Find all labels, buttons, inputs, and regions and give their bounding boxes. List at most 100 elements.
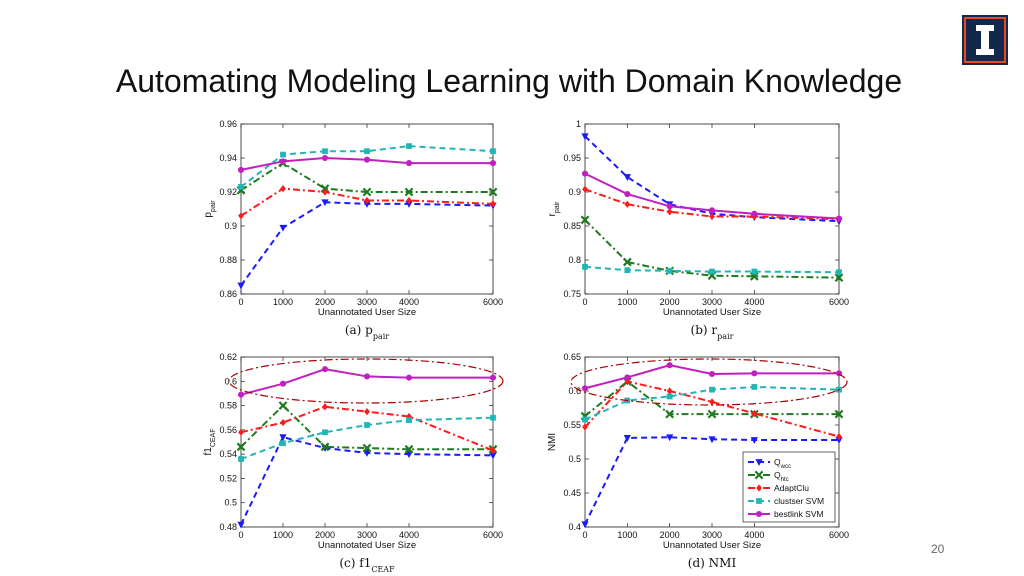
y-tick-label: 0.4 — [568, 522, 581, 532]
y-tick-label: 0.54 — [219, 449, 237, 459]
data-point-Q_wcc — [489, 452, 497, 460]
data-point-clustser_SVM — [836, 269, 842, 276]
y-tick-label: 0.85 — [563, 221, 581, 231]
data-point-AdaptClu — [364, 408, 370, 416]
data-point-Q_htc — [404, 187, 414, 197]
data-point-clustser_SVM — [364, 148, 370, 155]
x-tick-label: 1000 — [617, 297, 637, 307]
data-point-AdaptClu — [709, 212, 715, 221]
legend-label-clustser_SVM: clustser SVM — [774, 496, 824, 506]
x-tick-label: 3000 — [702, 297, 722, 307]
x-tick-label: 2000 — [315, 297, 335, 307]
y-axis-label: rpair — [547, 201, 561, 217]
x-tick-label: 4000 — [744, 297, 764, 307]
data-point-bestlink_SVM — [321, 154, 329, 162]
series-line-Q_htc — [584, 380, 839, 417]
series-line-bestlink_SVM — [240, 156, 493, 171]
x-tick-label: 0 — [582, 530, 587, 540]
x-tick-label: 2000 — [660, 297, 680, 307]
data-point-bestlink_SVM — [624, 190, 631, 198]
series-line-Q_htc — [584, 219, 840, 279]
data-point-AdaptClu — [709, 398, 715, 406]
y-tick-label: 0.9 — [224, 221, 237, 231]
university-logo — [962, 15, 1008, 65]
data-point-bestlink_SVM — [751, 210, 758, 217]
x-tick-label: 4000 — [399, 297, 419, 307]
y-tick-label: 0.88 — [219, 255, 237, 265]
x-tick-label: 0 — [582, 297, 587, 307]
legend-label-AdaptClu: AdaptClu — [774, 483, 809, 493]
data-point-bestlink_SVM — [751, 370, 758, 377]
x-tick-label: 6000 — [483, 530, 503, 540]
y-axis-label: NMI — [547, 433, 558, 451]
data-point-clustser_SVM — [406, 143, 412, 149]
data-point-Q_wcc — [279, 434, 287, 442]
data-point-Q_wcc — [623, 174, 631, 181]
y-tick-label: 0.58 — [219, 401, 237, 411]
data-point-bestlink_SVM — [279, 380, 287, 387]
data-point-clustser_SVM — [280, 151, 286, 158]
series-line-AdaptClu — [240, 405, 494, 452]
data-point-bestlink_SVM — [363, 373, 371, 380]
x-tick-label: 4000 — [744, 530, 764, 540]
data-point-clustser_SVM — [709, 268, 715, 275]
data-point-AdaptClu — [582, 423, 588, 431]
data-point-Q_htc — [622, 257, 632, 267]
y-tick-label: 0.5 — [568, 454, 581, 464]
legend-marker-clustser_SVM — [756, 498, 762, 504]
highlight-ellipse — [228, 358, 504, 404]
data-point-bestlink_SVM — [708, 370, 716, 378]
data-point-Q_htc — [665, 409, 675, 419]
series-line-clustser_SVM — [584, 265, 840, 274]
legend-marker-bestlink_SVM — [755, 510, 763, 518]
data-point-clustser_SVM — [624, 267, 631, 274]
x-tick-label: 0 — [238, 297, 243, 307]
x-tick-label: 6000 — [829, 297, 849, 307]
x-tick-label: 2000 — [660, 530, 680, 540]
data-point-Q_htc — [320, 442, 330, 452]
x-tick-label: 0 — [238, 530, 243, 540]
data-point-clustser_SVM — [238, 456, 244, 462]
x-tick-label: 1000 — [273, 530, 293, 540]
data-point-bestlink_SVM — [489, 160, 497, 167]
x-axis-label: Unannotated User Size — [663, 307, 761, 318]
data-point-Q_wcc — [623, 435, 631, 442]
chart-caption: (b) rpair — [691, 323, 734, 341]
series-line-AdaptClu — [584, 188, 840, 221]
y-tick-label: 0.6 — [224, 376, 237, 386]
data-point-bestlink_SVM — [279, 158, 287, 165]
data-point-bestlink_SVM — [624, 374, 631, 381]
data-point-Q_wcc — [363, 450, 371, 457]
data-point-AdaptClu — [280, 185, 286, 193]
data-point-bestlink_SVM — [321, 366, 329, 373]
data-point-Q_wcc — [405, 201, 413, 208]
data-point-bestlink_SVM — [405, 374, 413, 381]
data-point-AdaptClu — [238, 428, 244, 436]
data-point-bestlink_SVM — [666, 203, 673, 210]
y-tick-label: 1 — [576, 119, 581, 129]
series-line-clustser_SVM — [584, 385, 840, 421]
y-tick-label: 0.5 — [224, 498, 237, 508]
y-tick-label: 0.9 — [568, 187, 581, 197]
data-point-bestlink_SVM — [581, 170, 589, 177]
legend-marker-Q_wcc — [755, 459, 763, 466]
data-point-clustser_SVM — [364, 422, 370, 428]
data-point-AdaptClu — [490, 446, 496, 455]
data-point-bestlink_SVM — [835, 215, 843, 222]
data-point-Q_wcc — [237, 282, 245, 290]
x-tick-label: 3000 — [357, 530, 377, 540]
data-point-AdaptClu — [666, 208, 673, 216]
chart-caption: (a) ppair — [345, 323, 389, 341]
data-point-AdaptClu — [666, 387, 673, 395]
series-line-bestlink_SVM — [240, 368, 493, 396]
data-point-Q_htc — [488, 187, 498, 197]
series-line-bestlink_SVM — [584, 364, 839, 390]
data-point-clustser_SVM — [490, 148, 496, 155]
data-point-AdaptClu — [280, 418, 286, 427]
page-number: 20 — [931, 542, 945, 556]
y-tick-label: 0.92 — [219, 187, 237, 197]
data-point-Q_htc — [278, 401, 288, 410]
chart-caption: (d) NMI — [688, 556, 737, 570]
